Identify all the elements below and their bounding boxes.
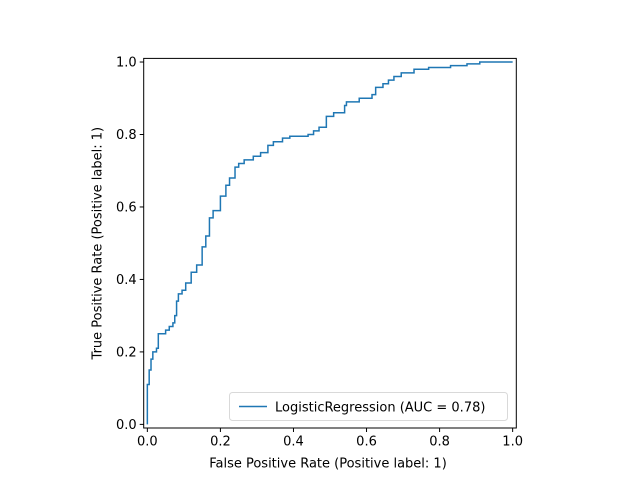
x-axis-label: False Positive Rate (Positive label: 1) — [209, 457, 447, 472]
x-tick-label: 1.0 — [502, 435, 523, 450]
legend: LogisticRegression (AUC = 0.78) — [229, 392, 508, 421]
y-axis-label: True Positive Rate (Positive label: 1) — [91, 127, 106, 361]
y-axis-ticks: 0.0 0.2 0.4 0.6 0.8 1.0 — [116, 56, 144, 433]
y-tick-label: 0.8 — [116, 128, 137, 143]
x-axis-ticks: 0.0 0.2 0.4 0.6 0.8 1.0 — [137, 428, 523, 450]
legend-box — [229, 392, 508, 421]
legend-label: LogisticRegression (AUC = 0.78) — [275, 401, 485, 416]
roc-curve-line — [146, 61, 513, 425]
x-tick-label: 0.4 — [283, 435, 304, 450]
y-tick-label: 0.4 — [116, 273, 137, 288]
x-tick-label: 0.6 — [356, 435, 377, 450]
y-tick-label: 0.2 — [116, 345, 137, 360]
plot-area — [146, 61, 513, 425]
y-tick-label: 1.0 — [116, 56, 137, 71]
x-tick-label: 0.8 — [429, 435, 450, 450]
axes-frame — [143, 57, 517, 429]
y-tick-label: 0.0 — [116, 418, 137, 433]
x-tick-label: 0.2 — [210, 435, 231, 450]
y-tick-label: 0.6 — [116, 200, 137, 215]
x-tick-label: 0.0 — [137, 435, 158, 450]
